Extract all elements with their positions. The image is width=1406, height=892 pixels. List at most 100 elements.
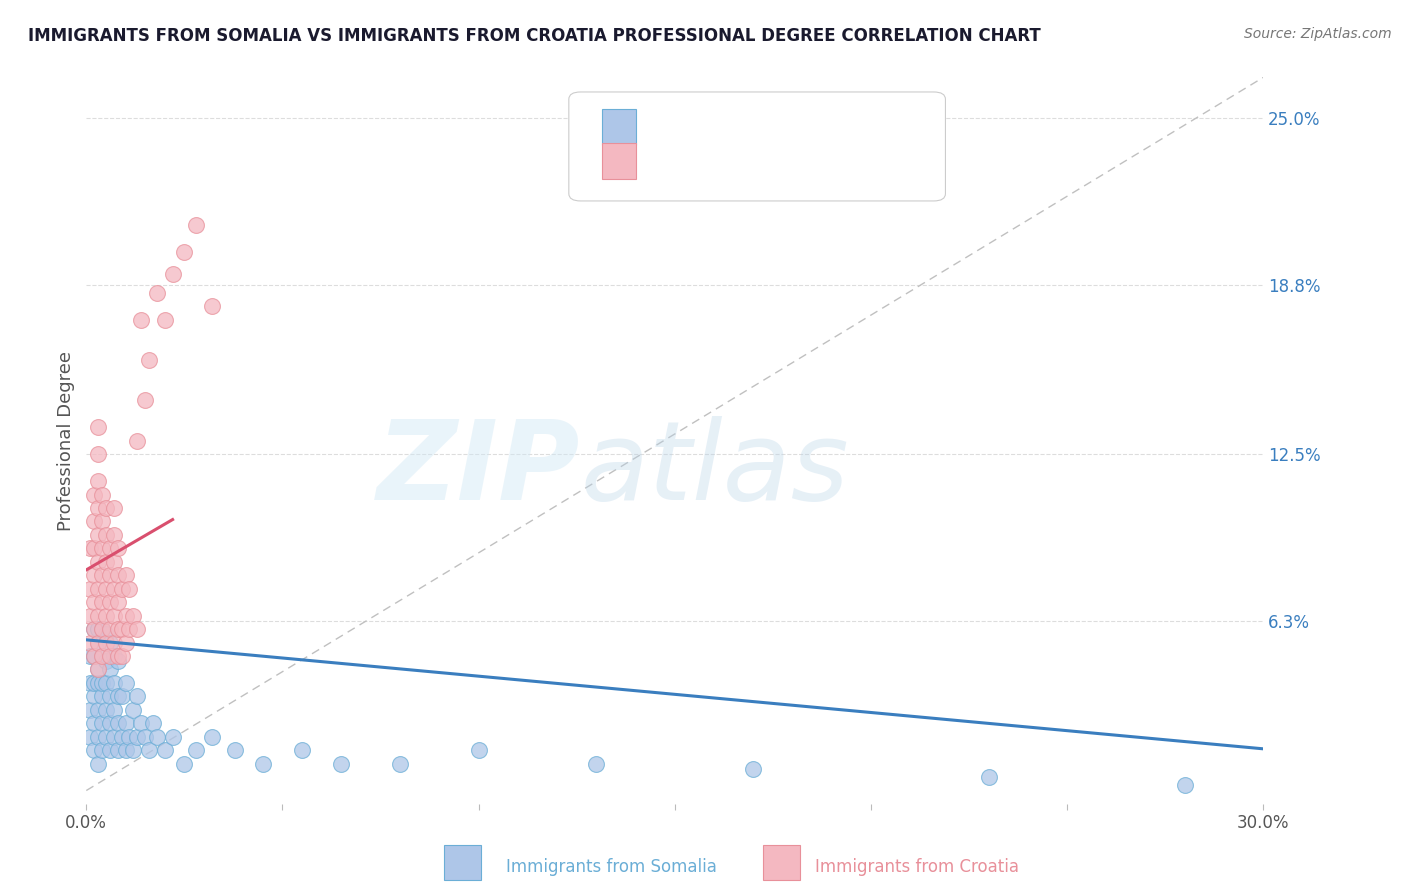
FancyBboxPatch shape [602, 144, 636, 178]
Point [127, 690, 149, 704]
Point [83, 622, 105, 636]
Point [134, 393, 156, 408]
Point [107, 743, 129, 757]
Point [122, 703, 145, 717]
Point [91, 595, 114, 609]
Text: atlas: atlas [581, 417, 849, 524]
Point [107, 595, 129, 609]
Point [94, 555, 117, 569]
Point [83, 743, 105, 757]
Point [87, 447, 110, 461]
Point [146, 285, 169, 300]
Text: Source: ZipAtlas.com: Source: ZipAtlas.com [1244, 27, 1392, 41]
Point [224, 743, 246, 757]
Point [103, 648, 125, 663]
Point [1174, 778, 1197, 792]
Point [94, 654, 117, 668]
Point [103, 608, 125, 623]
Point [91, 568, 114, 582]
Point [83, 648, 105, 663]
Point [83, 716, 105, 731]
Point [114, 743, 136, 757]
Point [98, 635, 121, 649]
Point [87, 703, 110, 717]
Point [127, 622, 149, 636]
Point [87, 676, 110, 690]
Point [87, 635, 110, 649]
Point [186, 219, 208, 233]
Point [83, 541, 105, 556]
Point [107, 622, 129, 636]
FancyBboxPatch shape [602, 109, 636, 145]
Point [91, 648, 114, 663]
Point [98, 595, 121, 609]
Point [91, 515, 114, 529]
Point [94, 703, 117, 717]
Point [87, 662, 110, 676]
Point [103, 635, 125, 649]
Point [94, 500, 117, 515]
Point [83, 487, 105, 501]
Point [91, 622, 114, 636]
FancyBboxPatch shape [763, 845, 800, 880]
Point [79, 648, 101, 663]
Point [79, 608, 101, 623]
Point [91, 648, 114, 663]
Point [98, 648, 121, 663]
Point [173, 756, 195, 771]
Point [138, 743, 160, 757]
Point [127, 730, 149, 744]
Text: ZIP: ZIP [377, 417, 581, 524]
Point [107, 690, 129, 704]
Point [87, 730, 110, 744]
Point [94, 608, 117, 623]
Point [291, 743, 314, 757]
Point [110, 622, 132, 636]
Point [83, 568, 105, 582]
Point [103, 730, 125, 744]
Point [79, 703, 101, 717]
Point [94, 627, 117, 641]
Point [91, 622, 114, 636]
Point [83, 622, 105, 636]
Point [153, 743, 176, 757]
Point [87, 582, 110, 596]
Point [98, 662, 121, 676]
Text: R = -0.405    N = 71: R = -0.405 N = 71 [645, 118, 845, 136]
Point [87, 420, 110, 434]
Point [114, 568, 136, 582]
Point [114, 608, 136, 623]
Point [107, 648, 129, 663]
Point [127, 434, 149, 448]
Point [98, 690, 121, 704]
Point [79, 730, 101, 744]
Point [94, 730, 117, 744]
Point [107, 716, 129, 731]
Point [91, 487, 114, 501]
Point [138, 353, 160, 368]
Point [103, 582, 125, 596]
Point [110, 730, 132, 744]
Point [142, 716, 165, 731]
Point [110, 648, 132, 663]
Point [107, 568, 129, 582]
Point [129, 312, 152, 326]
Point [467, 743, 489, 757]
Point [103, 555, 125, 569]
Point [98, 568, 121, 582]
Point [87, 635, 110, 649]
Point [91, 716, 114, 731]
Point [83, 515, 105, 529]
Point [114, 676, 136, 690]
Point [87, 528, 110, 542]
Point [114, 716, 136, 731]
Point [162, 730, 184, 744]
Point [103, 703, 125, 717]
Point [118, 582, 141, 596]
Y-axis label: Professional Degree: Professional Degree [58, 351, 75, 531]
Point [94, 582, 117, 596]
Point [129, 716, 152, 731]
Point [83, 676, 105, 690]
Point [91, 743, 114, 757]
Point [389, 756, 412, 771]
